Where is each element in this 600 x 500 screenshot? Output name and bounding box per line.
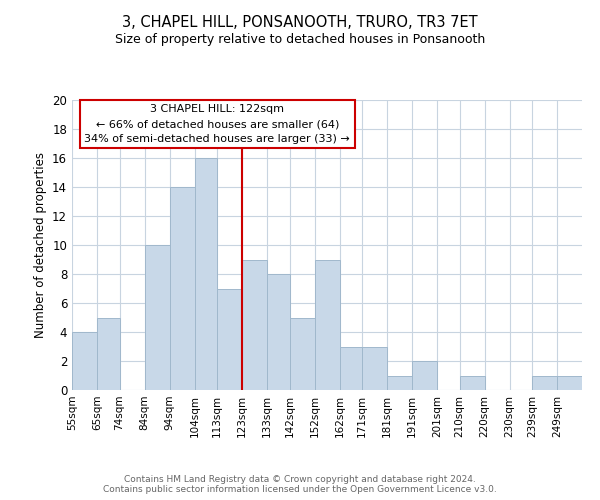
Bar [387, 376, 412, 390]
Bar [194, 158, 217, 390]
Text: 3 CHAPEL HILL: 122sqm
← 66% of detached houses are smaller (64)
34% of semi-deta: 3 CHAPEL HILL: 122sqm ← 66% of detached … [85, 104, 350, 144]
Bar [340, 346, 362, 390]
Bar [145, 245, 170, 390]
Bar [170, 187, 194, 390]
Bar [97, 318, 119, 390]
Bar [532, 376, 557, 390]
Text: 3, CHAPEL HILL, PONSANOOTH, TRURO, TR3 7ET: 3, CHAPEL HILL, PONSANOOTH, TRURO, TR3 7… [122, 15, 478, 30]
Bar [557, 376, 582, 390]
Bar [267, 274, 290, 390]
Bar [217, 288, 242, 390]
Y-axis label: Number of detached properties: Number of detached properties [34, 152, 47, 338]
Bar [314, 260, 340, 390]
Bar [290, 318, 314, 390]
Text: Size of property relative to detached houses in Ponsanooth: Size of property relative to detached ho… [115, 32, 485, 46]
Text: Contains public sector information licensed under the Open Government Licence v3: Contains public sector information licen… [103, 485, 497, 494]
Bar [72, 332, 97, 390]
Bar [362, 346, 387, 390]
Text: Contains HM Land Registry data © Crown copyright and database right 2024.: Contains HM Land Registry data © Crown c… [124, 475, 476, 484]
Bar [242, 260, 267, 390]
Bar [412, 361, 437, 390]
Bar [460, 376, 485, 390]
